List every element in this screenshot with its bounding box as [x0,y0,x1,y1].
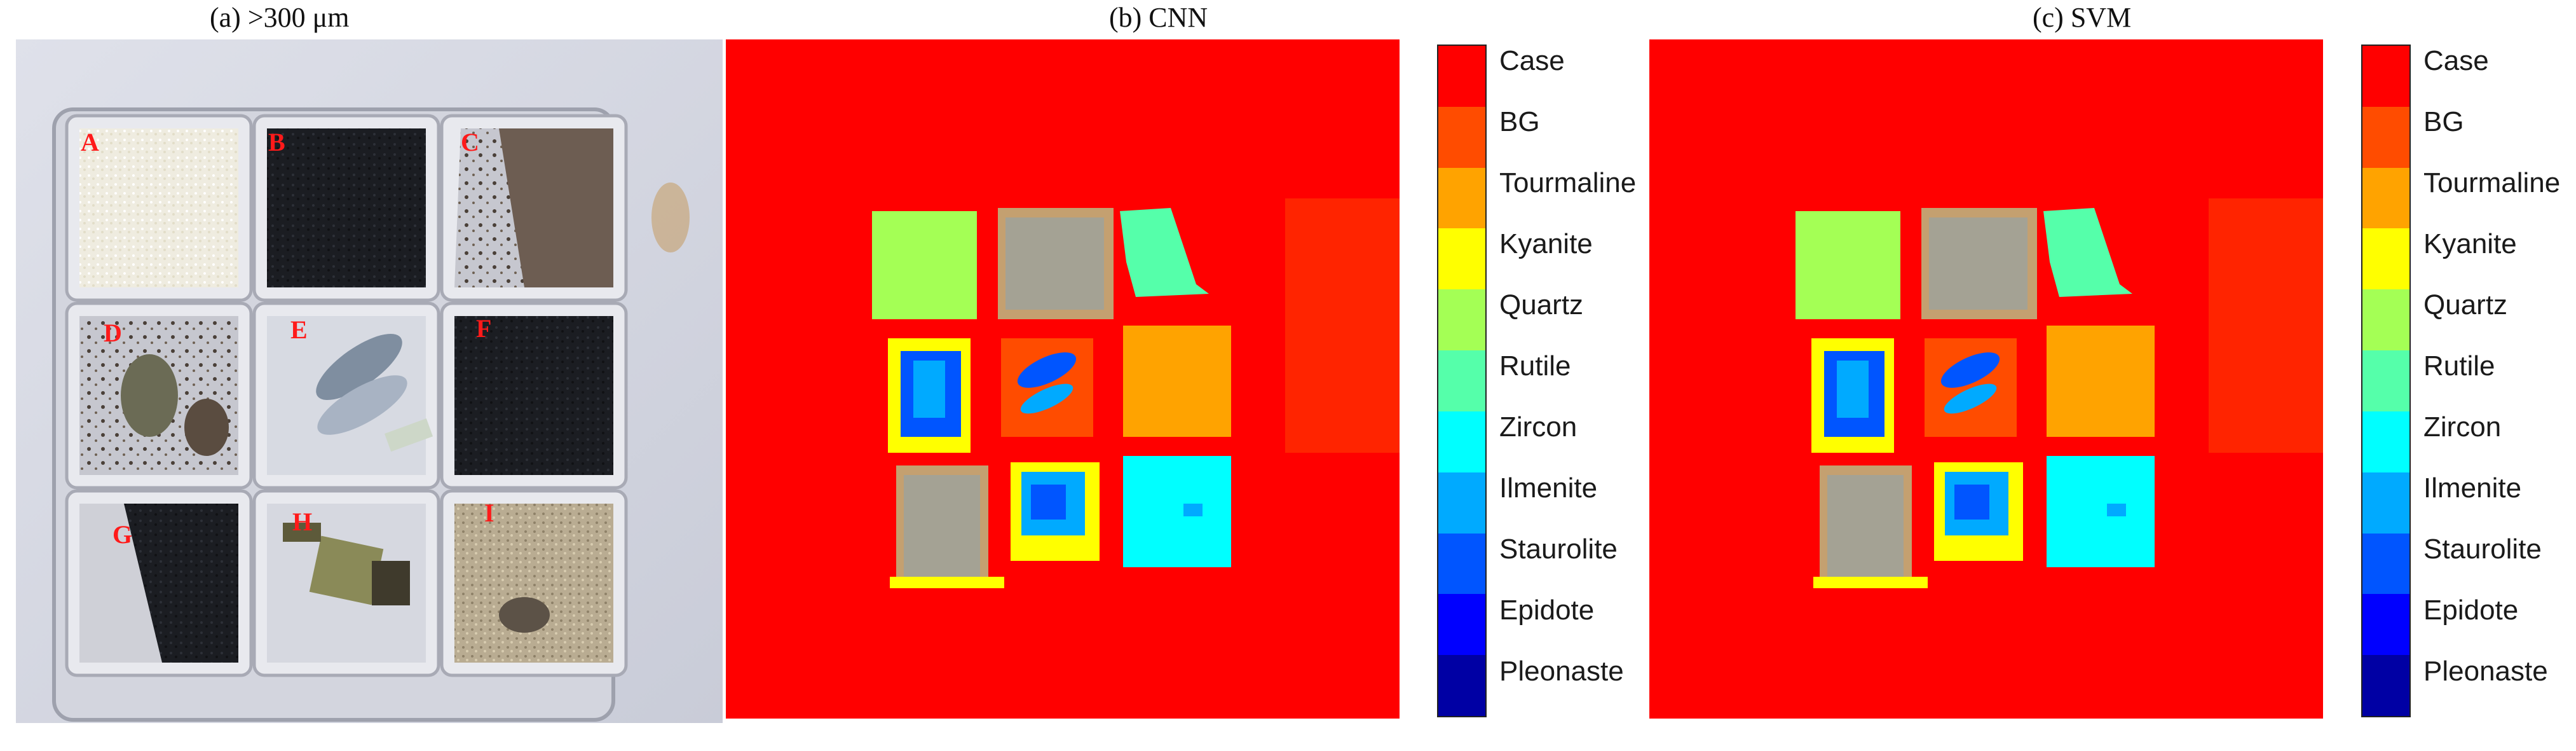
well-label-h: H [292,507,312,536]
well-b [252,114,440,302]
svm-colorbar-quartz [2362,289,2409,351]
svm-colorbar-case [2362,46,2409,107]
svm-label-zircon: Zircon [2423,411,2502,443]
svm-colorbar-kyanite [2362,228,2409,290]
cnn-colorbar-rutile [1438,350,1485,411]
well-label-e: E [290,315,308,344]
cnn-colorbar-pleonaste [1438,655,1485,716]
cnn-label-rutile: Rutile [1499,350,1571,382]
svm-colorbar-rutile [2362,350,2409,411]
well-label-g: G [112,520,132,549]
cnn-label-bg: BG [1499,106,1540,137]
svm-label-epidote: Epidote [2423,595,2519,626]
well-c [440,114,628,302]
svm-classification-map [1649,39,2323,719]
cnn-colorbar-case [1438,46,1485,107]
cnn-colorbar-epidote [1438,594,1485,656]
well-i [440,489,628,677]
svm-label-staurolite: Staurolite [2423,534,2542,565]
svm-colorbar-zircon [2362,411,2409,472]
well-f [440,301,628,490]
cnn-colorbar [1437,45,1487,717]
cnn-colorbar-quartz [1438,289,1485,351]
well-label-f: F [476,314,491,343]
well-label-d: D [104,319,122,347]
cnn-colorbar-zircon [1438,411,1485,472]
cnn-label-pleonaste: Pleonaste [1499,656,1624,687]
svm-label-pleonaste: Pleonaste [2423,656,2548,687]
well-h [252,489,440,677]
cnn-label-kyanite: Kyanite [1499,228,1593,259]
svm-label-kyanite: Kyanite [2423,228,2517,259]
cnn-classification-map [726,39,1400,719]
svm-label-rutile: Rutile [2423,350,2495,382]
panel-a-title: (a) >300 μm [210,2,350,33]
cnn-colorbar-ilmenite [1438,472,1485,534]
cnn-label-case: Case [1499,45,1565,76]
cnn-label-epidote: Epidote [1499,595,1595,626]
svm-colorbar-pleonaste [2362,655,2409,716]
well-g [65,489,253,677]
cnn-colorbar-tourmaline [1438,167,1485,229]
well-label-b: B [268,128,285,156]
svm-colorbar-tourmaline [2362,167,2409,229]
cnn-label-staurolite: Staurolite [1499,534,1618,565]
cnn-colorbar-kyanite [1438,228,1485,290]
svm-label-case: Case [2423,45,2489,76]
svm-colorbar [2361,45,2411,717]
sample-tray-photo: A B C D E F G H I [16,39,723,723]
cnn-label-quartz: Quartz [1499,289,1584,320]
cnn-colorbar-bg [1438,106,1485,168]
well-label-a: A [81,128,99,156]
svm-colorbar-epidote [2362,594,2409,656]
panel-b-title: (b) CNN [1109,2,1208,33]
svm-colorbar-staurolite [2362,533,2409,595]
well-a [65,114,253,302]
well-label-c: C [461,128,479,156]
cnn-label-ilmenite: Ilmenite [1499,472,1598,504]
panel-c-title: (c) SVM [2033,2,2132,33]
cnn-label-zircon: Zircon [1499,411,1578,443]
well-d [65,301,253,490]
well-e [252,301,440,490]
svm-colorbar-bg [2362,106,2409,168]
well-label-i: I [484,499,494,527]
svm-label-tourmaline: Tourmaline [2423,167,2561,198]
cnn-label-tourmaline: Tourmaline [1499,167,1637,198]
svm-label-quartz: Quartz [2423,289,2508,320]
svm-colorbar-ilmenite [2362,472,2409,534]
svm-label-ilmenite: Ilmenite [2423,472,2522,504]
svm-label-bg: BG [2423,106,2464,137]
cnn-colorbar-staurolite [1438,533,1485,595]
